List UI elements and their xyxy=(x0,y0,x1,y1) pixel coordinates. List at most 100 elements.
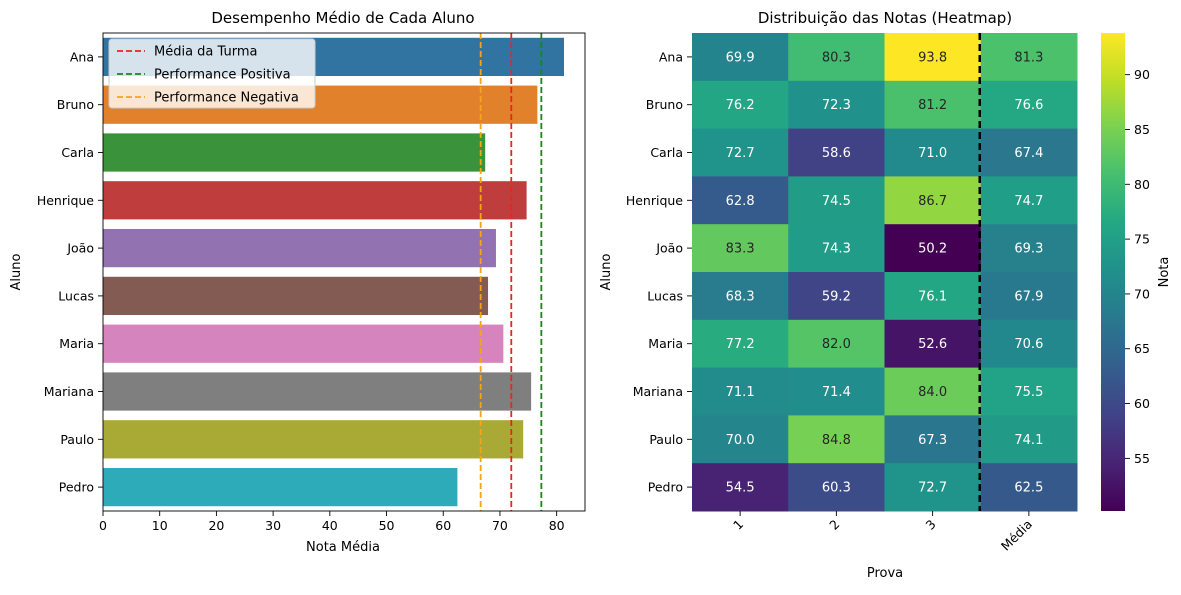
bar-chart-xticks: 0 10 20 30 40 50 60 70 80 xyxy=(99,511,565,533)
heatmap-cell xyxy=(788,128,885,177)
heatmap-cell xyxy=(884,319,982,369)
heatmap-cell xyxy=(788,319,885,369)
colorbar: 55 60 65 70 75 80 85 90 Nota xyxy=(1101,33,1172,511)
heatmap-y-tick-label: Mariana xyxy=(633,384,683,399)
bar-maria xyxy=(103,324,504,363)
colorbar-tick-label: 65 xyxy=(1134,341,1150,356)
heatmap-cell xyxy=(692,224,789,273)
heatmap-cell xyxy=(980,128,1078,177)
heatmap-cell-label: 76.2 xyxy=(726,98,755,113)
bar-joão xyxy=(103,228,496,268)
heatmap-cell-label: 72.7 xyxy=(726,146,755,161)
heatmap-cell-label: 68.3 xyxy=(726,289,755,304)
y-tick-label: Mariana xyxy=(44,384,94,399)
heatmap-cell-label: 72.3 xyxy=(822,98,851,113)
heatmap-x-tick-label: Média xyxy=(998,517,1035,554)
heatmap-cell-label: 62.5 xyxy=(1014,481,1043,496)
heatmap-x-tick-label: 1 xyxy=(730,517,746,533)
heatmap-cell xyxy=(788,415,885,464)
heatmap-cell-label: 81.2 xyxy=(918,98,947,113)
x-tick-label: 50 xyxy=(379,518,395,533)
heatmap-title: Distribuição das Notas (Heatmap) xyxy=(758,9,1012,27)
heatmap-cell-labels: 69.9 80.3 93.8 81.3 76.2 72.3 81.2 76.6 72.7 58.6… xyxy=(726,50,1044,495)
heatmap-cell-label: 69.9 xyxy=(726,50,755,65)
colorbar-tick-label: 90 xyxy=(1134,67,1150,82)
heatmap-cell xyxy=(692,128,789,177)
heatmap-cell xyxy=(692,463,789,512)
y-tick-label: Maria xyxy=(59,336,94,351)
heatmap-y-tick-label: Pedro xyxy=(648,480,683,495)
heatmap-y-tick-label: Carla xyxy=(650,145,683,160)
heatmap-cell-label: 71.1 xyxy=(726,385,755,400)
heatmap-cell xyxy=(788,463,885,512)
colorbar-tick-label: 80 xyxy=(1134,177,1150,192)
heatmap-cell-label: 83.3 xyxy=(726,242,755,257)
bar-lucas xyxy=(103,276,489,316)
heatmap-cell-label: 67.9 xyxy=(1014,289,1043,304)
bar-chart-frame xyxy=(102,32,586,512)
x-tick-label: 40 xyxy=(322,518,338,533)
bar-chart-ylabel: Aluno xyxy=(9,253,24,290)
x-tick-label: 80 xyxy=(549,518,565,533)
heatmap-cell xyxy=(692,367,789,416)
bar-chart-title: Desempenho Médio de Cada Aluno xyxy=(211,9,474,27)
heatmap-y-tick-label: Henrique xyxy=(626,193,683,208)
y-tick-label: Pedro xyxy=(59,480,94,495)
heatmap-cell xyxy=(884,272,982,321)
y-tick-label: Lucas xyxy=(58,288,94,303)
heatmap-cell xyxy=(788,176,885,225)
heatmap-ylabel: Aluno xyxy=(599,253,614,290)
x-tick-label: 70 xyxy=(492,518,508,533)
heatmap-cell xyxy=(980,367,1078,416)
heatmap-y-tick-label: Paulo xyxy=(649,432,683,447)
heatmap-cell xyxy=(788,224,885,273)
heatmap-y-tick-label: João xyxy=(655,241,683,256)
y-tick-label: Carla xyxy=(61,145,94,160)
heatmap-xticks: 1 2 3 Média xyxy=(730,511,1035,554)
y-tick-label: Henrique xyxy=(37,193,94,208)
heatmap-cells xyxy=(692,33,1078,512)
heatmap-cell-label: 74.5 xyxy=(822,194,851,209)
heatmap-y-tick-label: Ana xyxy=(659,49,683,64)
heatmap-cell xyxy=(980,33,1078,82)
heatmap-x-tick-label: 2 xyxy=(826,517,842,533)
colorbar-ticks: 55 60 65 70 75 80 85 90 xyxy=(1125,67,1150,466)
bar-carla xyxy=(103,133,486,172)
bar-mariana xyxy=(103,372,532,411)
heatmap-cell xyxy=(884,176,982,225)
heatmap-cell-label: 67.4 xyxy=(1014,146,1043,161)
x-tick-label: 30 xyxy=(265,518,281,533)
colorbar-tick-label: 75 xyxy=(1134,232,1150,247)
heatmap-cell-label: 84.8 xyxy=(822,433,851,448)
heatmap-cell-label: 82.0 xyxy=(822,337,851,352)
heatmap-cell-label: 75.5 xyxy=(1014,385,1043,400)
heatmap-cell-label: 69.3 xyxy=(1014,242,1043,257)
heatmap-cell-label: 81.3 xyxy=(1014,50,1043,65)
heatmap-cell xyxy=(980,80,1078,130)
bar-chart-xlabel: Nota Média xyxy=(306,540,380,555)
heatmap-cell xyxy=(692,176,789,225)
heatmap-cell-label: 93.8 xyxy=(918,50,947,65)
heatmap-y-tick-label: Maria xyxy=(648,336,683,351)
colorbar-label: Nota xyxy=(1157,257,1172,288)
heatmap-cell xyxy=(884,80,982,130)
heatmap-cell-label: 60.3 xyxy=(822,481,851,496)
y-tick-label: Bruno xyxy=(57,97,94,112)
heatmap-cell xyxy=(980,463,1078,512)
bar-paulo xyxy=(103,420,524,459)
heatmap-cell xyxy=(884,33,982,82)
x-tick-label: 0 xyxy=(99,518,107,533)
colorbar-gradient xyxy=(1101,33,1125,511)
heatmap-cell xyxy=(980,415,1078,464)
heatmap-cell-label: 54.5 xyxy=(726,481,755,496)
heatmap-cell xyxy=(884,415,982,464)
colorbar-tick-label: 55 xyxy=(1134,451,1150,466)
legend-label: Performance Negativa xyxy=(154,91,299,106)
heatmap-cell-label: 59.2 xyxy=(822,289,851,304)
heatmap-cell-label: 67.3 xyxy=(918,433,947,448)
bar-henrique xyxy=(103,181,527,220)
heatmap-cell-label: 70.6 xyxy=(1014,337,1043,352)
y-tick-label: Paulo xyxy=(60,432,94,447)
heatmap-cell xyxy=(788,80,885,130)
heatmap-yticks: Ana Bruno Carla Henrique João Lucas Maria Maria… xyxy=(626,49,692,495)
